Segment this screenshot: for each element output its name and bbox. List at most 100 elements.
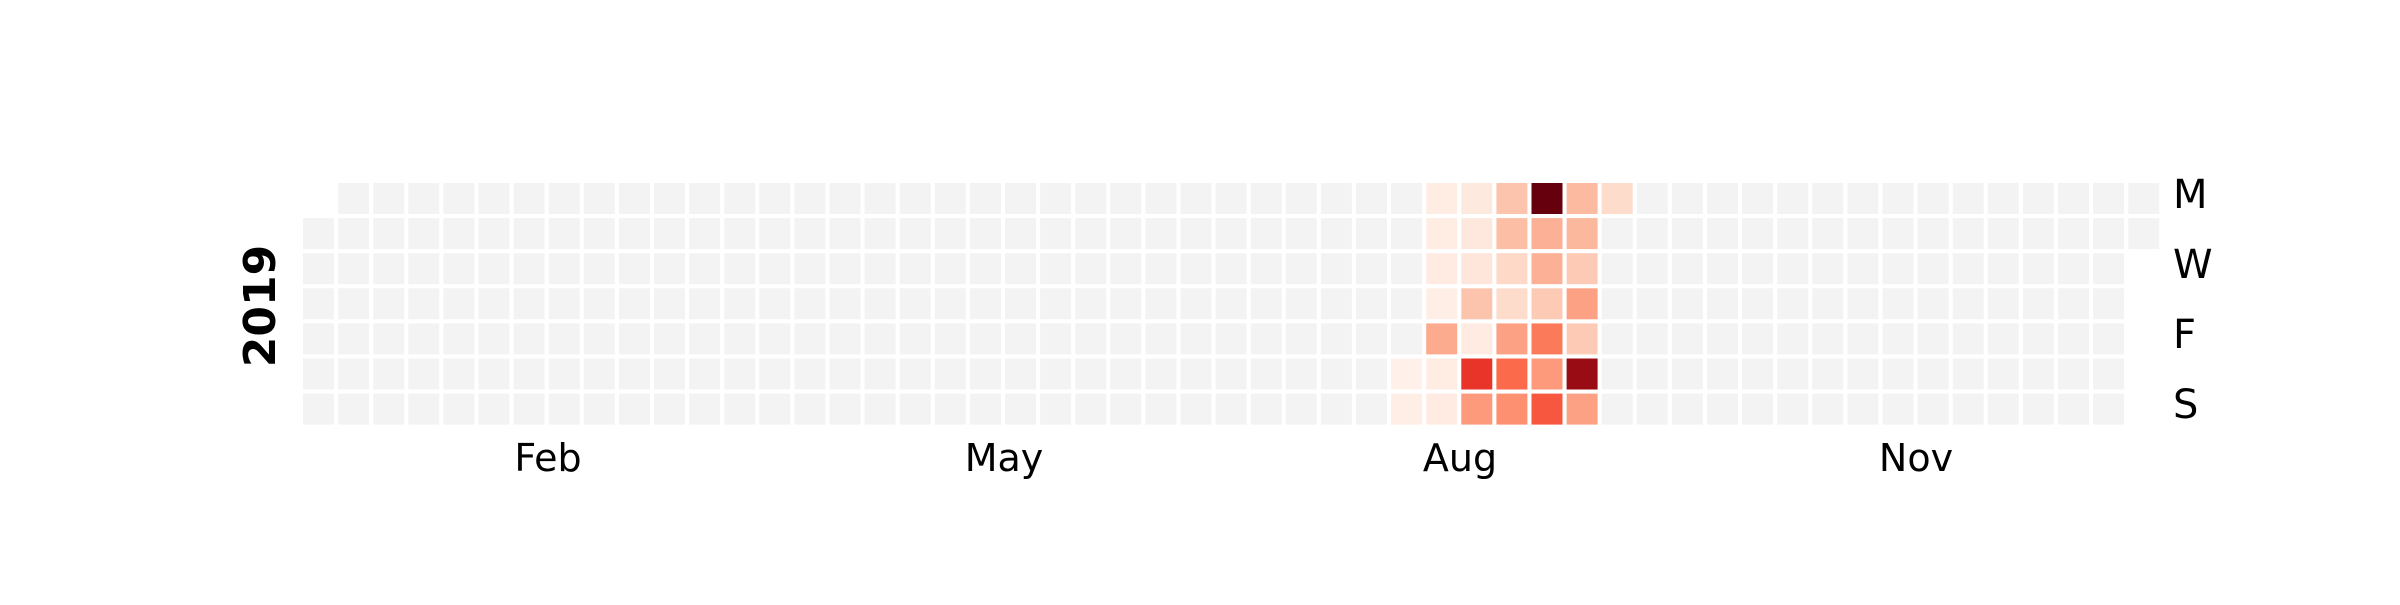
heatmap-cell bbox=[1952, 323, 1984, 355]
heatmap-cell bbox=[794, 393, 826, 425]
heatmap-cell bbox=[899, 183, 931, 214]
heatmap-cell bbox=[513, 393, 545, 425]
heatmap-cell bbox=[864, 323, 896, 355]
heatmap-cell bbox=[1987, 218, 2019, 250]
heatmap-cell bbox=[513, 358, 545, 390]
heatmap-cell bbox=[478, 358, 510, 390]
heatmap-cell-active bbox=[1391, 393, 1423, 425]
heatmap-cell-active bbox=[1461, 288, 1493, 320]
heatmap-cell bbox=[2058, 323, 2089, 355]
heatmap-cell bbox=[1391, 323, 1423, 355]
heatmap-cell-active bbox=[1461, 183, 1493, 214]
heatmap-cell bbox=[2128, 218, 2160, 250]
heatmap-cell bbox=[1320, 393, 1352, 425]
heatmap-cell bbox=[864, 358, 896, 390]
heatmap-cell bbox=[724, 393, 756, 425]
heatmap-cell bbox=[829, 253, 861, 285]
heatmap-cell bbox=[2058, 288, 2089, 320]
heatmap-cell bbox=[1145, 358, 1177, 390]
heatmap-cell bbox=[1707, 358, 1738, 390]
heatmap-cell bbox=[1777, 393, 1809, 425]
heatmap-cell bbox=[1320, 358, 1352, 390]
heatmap-cell-active bbox=[1566, 218, 1598, 250]
heatmap-cell bbox=[1987, 253, 2019, 285]
heatmap-cell bbox=[759, 393, 791, 425]
heatmap-cell bbox=[338, 253, 370, 285]
heatmap-cell bbox=[2022, 358, 2054, 390]
heatmap-cell bbox=[1671, 253, 1703, 285]
heatmap-cell bbox=[1671, 288, 1703, 320]
heatmap-cell-active bbox=[1496, 183, 1528, 214]
heatmap-cell bbox=[899, 288, 931, 320]
heatmap-cell bbox=[1952, 288, 1984, 320]
heatmap-cell-active bbox=[1426, 393, 1458, 425]
heatmap-cell-active bbox=[1426, 288, 1458, 320]
heatmap-cell bbox=[303, 323, 334, 355]
heatmap-cell bbox=[829, 358, 861, 390]
heatmap-cell bbox=[303, 218, 334, 250]
heatmap-cell bbox=[1952, 358, 1984, 390]
heatmap-cell bbox=[829, 183, 861, 214]
heatmap-cell bbox=[899, 358, 931, 390]
heatmap-cell bbox=[1952, 218, 1984, 250]
heatmap-cell bbox=[1250, 358, 1282, 390]
heatmap-cell bbox=[443, 183, 475, 214]
heatmap-cell-active bbox=[1601, 183, 1633, 214]
heatmap-cell bbox=[1707, 253, 1738, 285]
heatmap-cell bbox=[373, 183, 405, 214]
heatmap-cell bbox=[1671, 218, 1703, 250]
heatmap-cell-active bbox=[1531, 183, 1563, 214]
heatmap-cell bbox=[408, 358, 440, 390]
labels-layer: 2019 Feb May Aug Nov M W F S bbox=[235, 172, 2213, 480]
heatmap-cell bbox=[934, 218, 966, 250]
heatmap-cell bbox=[1742, 323, 1774, 355]
heatmap-cell bbox=[2093, 393, 2125, 425]
heatmap-cell bbox=[1742, 393, 1774, 425]
heatmap-cell bbox=[689, 288, 721, 320]
heatmap-cell-active bbox=[1426, 183, 1458, 214]
heatmap-cell-active bbox=[1566, 183, 1598, 214]
heatmap-cell bbox=[794, 253, 826, 285]
heatmap-cell bbox=[654, 183, 685, 214]
heatmap-cell bbox=[1917, 253, 1949, 285]
heatmap-cell bbox=[1987, 358, 2019, 390]
heatmap-cell bbox=[338, 358, 370, 390]
heatmap-cell bbox=[1110, 358, 1142, 390]
heatmap-cell bbox=[1320, 183, 1352, 214]
day-label-s: S bbox=[2173, 382, 2198, 428]
heatmap-cell bbox=[583, 323, 615, 355]
heatmap-cell bbox=[548, 253, 580, 285]
heatmap-cell bbox=[443, 358, 475, 390]
heatmap-cell bbox=[1005, 323, 1036, 355]
heatmap-cell bbox=[689, 218, 721, 250]
heatmap-cell bbox=[1005, 288, 1036, 320]
heatmap-cell bbox=[1882, 183, 1914, 214]
heatmap-cell bbox=[338, 218, 370, 250]
heatmap-cell bbox=[618, 288, 650, 320]
heatmap-cell bbox=[1847, 253, 1879, 285]
heatmap-cell bbox=[794, 323, 826, 355]
heatmap-cell bbox=[1391, 218, 1423, 250]
heatmap-cell bbox=[1285, 358, 1317, 390]
heatmap-cell bbox=[1777, 288, 1809, 320]
heatmap-cell bbox=[1180, 218, 1212, 250]
heatmap-cell bbox=[1391, 183, 1423, 214]
heatmap-cell bbox=[303, 393, 334, 425]
heatmap-cell bbox=[2022, 183, 2054, 214]
heatmap-cell bbox=[1180, 253, 1212, 285]
heatmap-cell-active bbox=[1566, 288, 1598, 320]
heatmap-cell bbox=[583, 393, 615, 425]
heatmap-cell bbox=[794, 183, 826, 214]
heatmap-cell bbox=[2022, 218, 2054, 250]
heatmap-cell bbox=[969, 393, 1001, 425]
heatmap-cell bbox=[1356, 253, 1387, 285]
heatmap-cell bbox=[794, 288, 826, 320]
heatmap-cell bbox=[618, 323, 650, 355]
heatmap-cell bbox=[1636, 288, 1668, 320]
heatmap-cell-active bbox=[1461, 253, 1493, 285]
heatmap-cell bbox=[724, 358, 756, 390]
heatmap-cell bbox=[1671, 393, 1703, 425]
heatmap-cell bbox=[1987, 288, 2019, 320]
heatmap-cell bbox=[1040, 253, 1072, 285]
